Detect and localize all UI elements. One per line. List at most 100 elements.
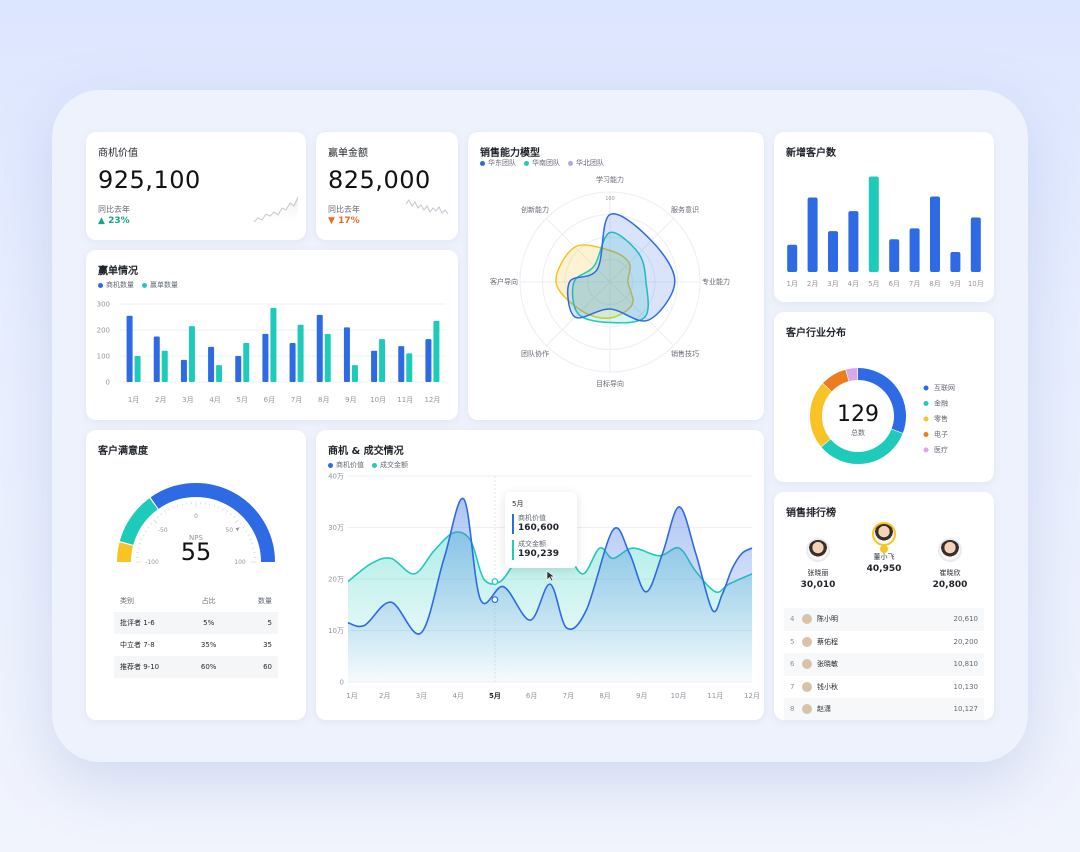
bar [970,217,981,272]
card-title: 赢单情况 [98,266,138,277]
tooltip-label: 成交金额 [518,540,546,548]
tick-label: 40万 [328,473,344,481]
win-chart-card[interactable]: 赢单情况 商机数量 赢单数量 0 100 200 300 1月 2月 3月 4月 5月 6月 7月 8… [86,250,458,420]
area-fill [348,498,752,682]
legend-item[interactable]: 华南团队 [524,158,560,168]
grid-spoke [609,281,674,346]
tick-label: 20万 [328,576,344,584]
tick-label: 7月 [909,280,920,288]
legend-item[interactable]: 赢单数量 [142,280,178,290]
legend-item[interactable]: 商机数量 [98,280,134,290]
gauge-tick-label: 0 [194,513,198,520]
podium-first[interactable]: 董小飞 40,950 [854,522,914,574]
axis-label: 客户导向 [490,277,518,286]
donut-center-label: 总数 [851,428,865,437]
card-title: 客户行业分布 [786,328,846,339]
gauge-tick [147,526,150,529]
tooltip-value: 160,600 [518,523,559,533]
list-item[interactable]: 4 陈小明 20,610 [784,608,984,631]
mouse-cursor-icon [546,570,556,582]
new-customers-bar-chart: 1月 2月 3月 4月 5月 6月 7月 8月 9月 10月 [786,176,984,288]
chart-legend: 商机价值 成交金额 [328,460,408,470]
gauge-tick [142,534,145,536]
tick-label: 6月 [264,396,275,404]
list-item[interactable]: 8 赵潇 10,127 [784,698,984,720]
satisfaction-card[interactable]: 客户满意度 -100 -50 0 50 100 NPS 55 类别 占比 数量 批评者 1-… [86,430,306,720]
radar-chart-card[interactable]: 销售能力模型 华东团队 华南团队 华北团队 学习能力 服务意识 专业能力 销售技巧 目标… [468,132,764,420]
rank-name: 董小飞 [873,553,895,561]
list-item[interactable]: 5 蔡佑程 20,200 [790,636,978,647]
card-title: 商机 & 成交情况 [328,446,404,457]
bar [126,315,133,382]
bar [425,339,432,382]
legend-label: 医疗 [934,445,948,454]
kpi-sparkline [406,199,448,215]
sales-ranking-card[interactable]: 销售排行榜 张晓丽 30,010 董小飞 40,950 崔晓欣 20,800 4… [774,492,994,720]
gauge-tick [233,516,236,519]
card-title: 销售能力模型 [480,148,540,159]
kpi-card-won-amount[interactable]: 赢单金额 825,000 同比去年 ▼ 17% [316,132,458,240]
tick-label: 10万 [328,627,344,635]
grid-spoke [546,218,611,283]
tick-label: 1月 [128,396,139,404]
axis-label: 创新能力 [521,205,549,214]
podium-third[interactable]: 崔晓欣 20,800 [920,538,980,590]
tick-label: 2月 [379,692,390,700]
tooltip-label: 商机价值 [518,514,546,522]
gauge-tick [177,504,179,507]
industry-card[interactable]: 客户行业分布 129 总数 互联网 金融 零售 电子 医疗 [774,312,994,482]
legend-dot [923,385,929,391]
bar [950,252,961,272]
new-customers-card[interactable]: 新增客户数 1月 2月 3月 4月 5月 6月 7月 8月 9月 10月 [774,132,994,302]
arrow-down-icon: ▼ [328,216,335,226]
tick-label: 8月 [929,280,940,288]
bar [868,176,879,272]
gauge-tick [234,519,239,524]
tick-label: 7月 [563,692,574,700]
rank-score: 40,950 [866,564,902,574]
gauge-tick [217,506,220,509]
legend-item[interactable]: 成交金额 [372,460,408,470]
tick-label: 10月 [671,692,687,700]
legend-dot [923,432,929,437]
list-item[interactable]: 6 张晓敏 10,810 [784,653,984,676]
table-header: 类别 占比 数量 [120,597,272,605]
gauge-value: 55 [181,538,212,566]
legend-item[interactable]: 商机价值 [328,460,364,470]
bar [379,339,386,382]
kpi-card-opportunity[interactable]: 商机价值 925,100 同比去年 ▲ 23% [86,132,306,240]
table-row[interactable]: 推荐者 9-10 60% 60 [114,656,278,678]
bar [208,346,215,382]
legend-label: 金融 [934,399,948,408]
podium-second[interactable]: 张晓丽 30,010 [788,538,848,590]
tick-label: 4月 [209,396,220,404]
radar-series [567,213,676,322]
bar [343,327,350,382]
table-row[interactable]: 批评者 1-6 5% 5 [114,612,278,634]
avatar [802,636,812,647]
bar [787,244,798,272]
tick-label: 3月 [182,396,193,404]
legend-item[interactable]: 华北团队 [568,158,604,168]
tick-label: 6月 [526,692,537,700]
bar [398,346,405,382]
gauge-segment [150,483,275,563]
gauge-tick [172,506,175,509]
gauge-tick [229,513,232,516]
tick-label: 11月 [707,692,723,700]
bar [134,356,141,382]
tick-label: 0 [106,379,110,387]
tick-label: 100 [605,196,615,202]
deals-chart-card[interactable]: 商机 & 成交情况 商机价值 成交金额 0 10万 20万 30万 40万 1月 2月 3月 4… [316,430,764,720]
win-bar-chart: 0 100 200 300 1月 2月 3月 4月 5月 6月 7月 8月 9月 10月 11月 12月 [97,301,446,404]
kpi-change: ▲ 23% [98,216,130,226]
list-item[interactable]: 7 钱小秋 10,130 [790,681,978,692]
table-row[interactable]: 中立者 7-8 35% 35 [120,641,272,649]
deals-area-chart[interactable]: 0 10万 20万 30万 40万 1月 2月 3月 4月 5月 6月 7月 8月 9月 10月 11月 12月 [316,470,764,720]
legend-item[interactable]: 华东团队 [480,158,516,168]
gauge-tick-label: 50 [225,527,233,534]
ranking-list: 4 陈小明 20,610 5 蔡佑程 20,200 6 张晓敏 10,810 7 钱小秋 10,… [784,608,984,720]
tick-label: 5月 [868,280,879,288]
